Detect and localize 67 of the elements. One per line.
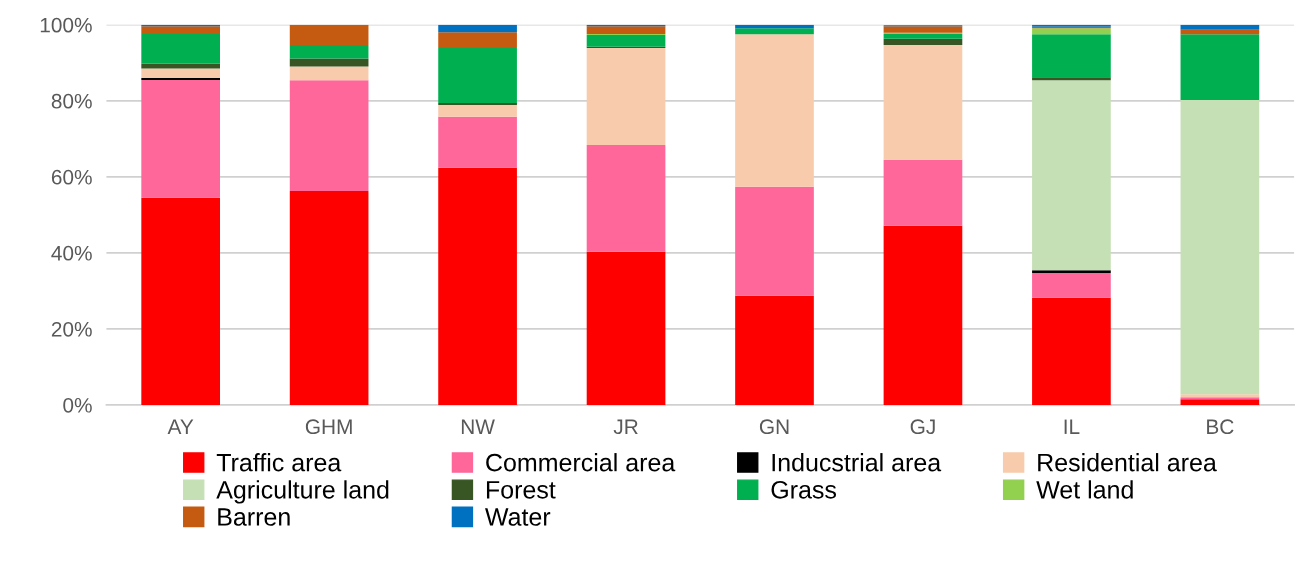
bar xyxy=(883,225,963,405)
bar xyxy=(1032,80,1111,271)
y-tick-label: 20% xyxy=(51,321,92,337)
y-tick-label: 80% xyxy=(51,93,92,109)
bar xyxy=(141,79,221,198)
bar xyxy=(1180,100,1260,395)
bar xyxy=(1032,297,1111,405)
bar xyxy=(141,68,221,78)
legend-label: Residential area xyxy=(1038,453,1217,472)
legend-label: Barren xyxy=(218,508,290,526)
x-tick-label: GN xyxy=(759,419,789,435)
x-tick-label: NW xyxy=(461,419,495,434)
bar xyxy=(289,190,369,405)
bar xyxy=(735,34,814,187)
x-tick-label: GHM xyxy=(305,419,352,435)
legend-label: Forest xyxy=(486,481,556,499)
bar xyxy=(586,47,666,145)
bar xyxy=(1180,399,1260,405)
bar xyxy=(883,26,963,33)
legend-label: Agriculture land xyxy=(216,480,389,504)
y-tick-label: 60% xyxy=(51,169,92,185)
legend-label: Water xyxy=(485,508,551,526)
bar xyxy=(1032,273,1111,298)
bar xyxy=(141,33,221,64)
legend-label: Commercial area xyxy=(486,453,676,472)
legend-label: Traffic area xyxy=(216,453,342,472)
bar xyxy=(141,197,221,405)
bar xyxy=(1032,77,1111,81)
bar xyxy=(883,44,963,160)
bar xyxy=(586,251,666,405)
bar xyxy=(289,58,369,67)
bar xyxy=(735,186,814,296)
bar xyxy=(1032,270,1111,274)
bar xyxy=(289,44,369,59)
bar xyxy=(289,24,369,45)
y-tick-label: 0% xyxy=(63,397,92,413)
bar xyxy=(438,32,517,48)
bar xyxy=(289,66,369,81)
bar xyxy=(1032,28,1111,35)
bar xyxy=(883,159,963,226)
x-tick-label: AY xyxy=(167,419,194,434)
legend-label: Inducstrial area xyxy=(772,453,942,472)
y-tick-label: 40% xyxy=(51,245,92,261)
bar xyxy=(438,24,517,33)
bar xyxy=(289,80,369,191)
bar xyxy=(438,47,517,104)
x-tick-label: JR xyxy=(613,419,638,435)
bar xyxy=(735,28,814,35)
x-tick-label: BC xyxy=(1207,419,1234,435)
bar xyxy=(141,26,221,34)
bar xyxy=(438,104,517,117)
bar xyxy=(438,116,517,168)
legend-label: Wet land xyxy=(1036,480,1133,499)
bar xyxy=(735,295,814,405)
bar xyxy=(586,144,666,252)
bar xyxy=(438,167,517,405)
bar xyxy=(586,35,666,47)
bar xyxy=(1180,34,1260,101)
bar xyxy=(883,33,963,39)
bar xyxy=(586,26,666,34)
y-tick-label: 100% xyxy=(40,17,92,33)
x-tick-label: GJ xyxy=(910,419,935,435)
bar xyxy=(1180,24,1260,30)
x-tick-label: IL xyxy=(1064,419,1080,434)
bar xyxy=(1032,34,1111,78)
legend-label: Grass xyxy=(771,480,837,499)
bar xyxy=(883,38,963,45)
